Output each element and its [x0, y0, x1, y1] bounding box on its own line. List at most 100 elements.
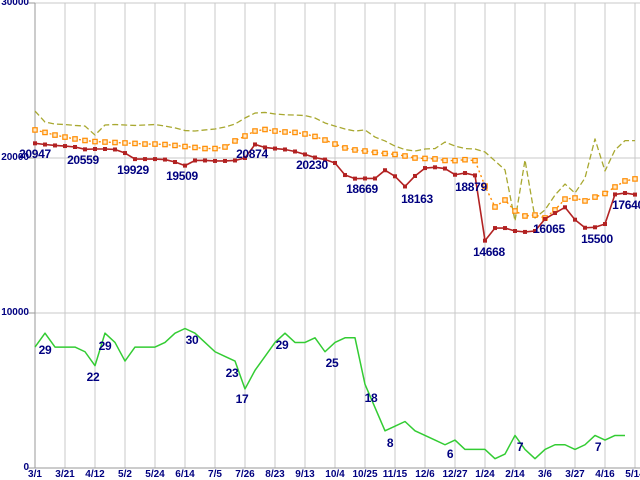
data-point-marker: [602, 190, 608, 197]
data-point-marker: [232, 138, 238, 144]
data-point-marker: [473, 173, 477, 178]
x-axis-tick-label: 4/16: [595, 469, 615, 480]
data-point-marker: [32, 127, 38, 133]
x-axis-tick-label: 5/14: [625, 469, 640, 480]
data-point-marker: [433, 165, 437, 170]
x-axis-tick-label: 4/12: [85, 469, 105, 480]
data-point-marker: [52, 132, 58, 138]
data-point-marker: [582, 198, 588, 204]
upper-dashed-average-path: [34, 110, 635, 222]
data-point-marker: [622, 178, 628, 184]
data-point-marker: [623, 191, 627, 196]
data-point-marker: [243, 156, 247, 160]
x-axis-tick-label: 5/24: [145, 469, 165, 480]
data-point-marker: [292, 129, 298, 136]
data-point-marker: [323, 157, 327, 162]
data-point-marker: [512, 208, 518, 214]
data-point-marker: [202, 145, 208, 152]
x-axis-tick-label: 12/6: [415, 469, 435, 480]
data-point-marker: [133, 157, 137, 162]
y-axis-tick-label: 0: [23, 462, 29, 473]
primary-value-label: 20230: [296, 158, 328, 172]
data-point-marker: [172, 142, 178, 149]
data-point-marker: [293, 149, 297, 154]
data-point-marker: [363, 176, 367, 181]
primary-value-label: 18163: [401, 192, 433, 206]
data-point-marker: [612, 184, 618, 190]
data-point-marker: [502, 197, 508, 203]
secondary-value-label: 23: [225, 366, 239, 380]
x-axis-tick-label: 7/26: [235, 469, 255, 480]
y-axis-tick-label: 30000: [1, 0, 29, 8]
data-point-marker: [142, 141, 148, 147]
data-point-marker: [72, 136, 78, 142]
primary-value-label: 14668: [473, 245, 505, 259]
x-axis-tick-label: 3/21: [55, 469, 75, 480]
data-point-marker: [312, 133, 318, 140]
data-point-marker: [452, 157, 458, 164]
x-axis-tick-label: 10/4: [325, 469, 345, 480]
primary-value-label: 15500: [581, 232, 613, 246]
data-point-marker: [632, 176, 638, 182]
data-point-marker: [463, 171, 467, 176]
data-point-marker: [153, 157, 157, 162]
data-point-marker: [432, 156, 438, 162]
data-point-marker: [442, 157, 448, 164]
data-point-marker: [143, 157, 147, 162]
data-point-marker: [162, 141, 168, 148]
data-point-marker: [483, 238, 487, 243]
data-point-marker: [182, 143, 188, 150]
secondary-value-label: 6: [446, 447, 454, 461]
data-point-marker: [33, 141, 37, 146]
data-point-marker: [532, 212, 538, 218]
data-point-marker: [592, 194, 598, 200]
data-point-marker: [572, 195, 578, 201]
data-point-marker: [233, 158, 237, 163]
data-point-marker: [212, 145, 218, 152]
secondary-value-label: 29: [38, 343, 52, 357]
data-point-marker: [562, 196, 568, 202]
data-point-marker: [112, 139, 118, 146]
data-point-marker: [412, 155, 418, 161]
data-point-marker: [413, 173, 417, 178]
x-axis-tick-label: 10/25: [352, 469, 378, 480]
data-point-marker: [543, 216, 547, 221]
primary-value-label: 18879: [455, 180, 487, 194]
data-point-marker: [302, 131, 308, 137]
data-point-marker: [462, 156, 468, 163]
data-point-marker: [583, 225, 587, 230]
secondary-value-label: 29: [275, 338, 289, 352]
data-point-marker: [223, 158, 227, 163]
x-axis-tick-label: 9/13: [295, 469, 315, 480]
data-point-marker: [383, 168, 387, 173]
data-point-marker: [213, 158, 217, 163]
data-point-marker: [92, 138, 98, 145]
secondary-count-line-path: [34, 327, 625, 460]
data-point-marker: [593, 225, 597, 230]
data-point-marker: [252, 128, 258, 134]
data-point-marker: [122, 140, 128, 146]
data-point-marker: [43, 142, 47, 147]
data-point-marker: [523, 229, 527, 234]
data-point-marker: [493, 226, 497, 231]
data-point-marker: [173, 160, 177, 165]
data-point-marker: [262, 126, 268, 133]
data-point-marker: [603, 222, 607, 227]
data-point-marker: [303, 152, 307, 157]
data-point-marker: [42, 129, 48, 136]
data-point-marker: [373, 176, 377, 181]
secondary-value-label: 7: [594, 440, 602, 454]
data-point-marker: [203, 158, 207, 163]
data-point-marker: [333, 160, 337, 165]
primary-value-label: 16065: [533, 222, 565, 236]
data-point-marker: [83, 147, 87, 152]
data-point-marker: [382, 150, 388, 157]
data-point-marker: [222, 144, 228, 150]
data-point-marker: [563, 205, 567, 210]
data-point-marker: [343, 173, 347, 178]
data-point-marker: [392, 151, 398, 158]
data-point-marker: [322, 137, 328, 143]
secondary-value-label: 8: [386, 436, 394, 450]
x-axis-tick-label: 3/1: [28, 469, 42, 480]
